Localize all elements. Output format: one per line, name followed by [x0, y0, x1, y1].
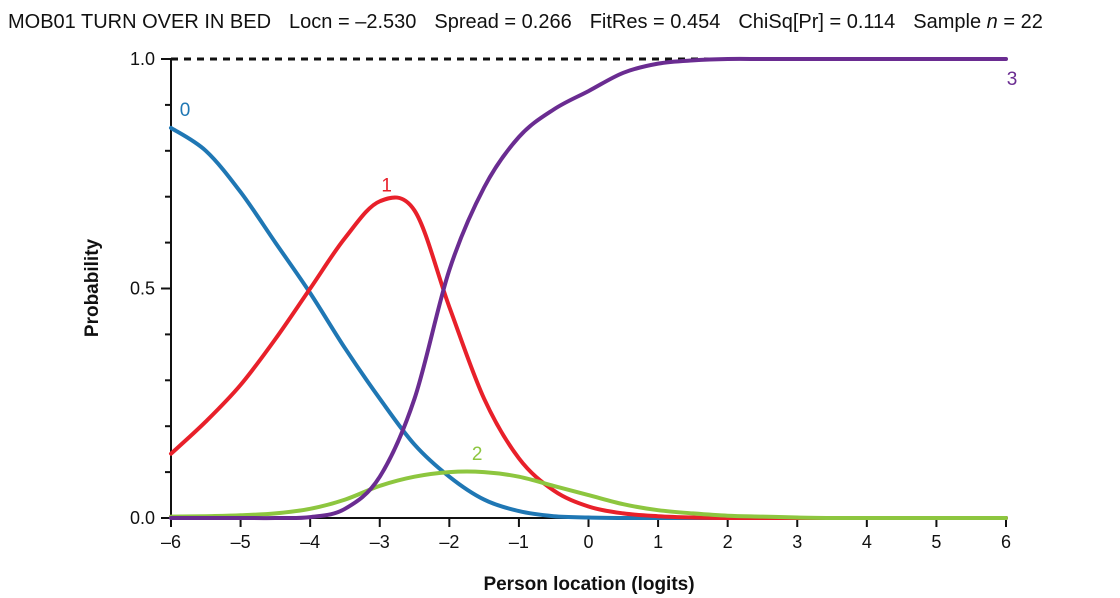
x-tick-label: 2: [723, 532, 733, 552]
x-tick-label: 6: [1001, 532, 1011, 552]
series-label-0: 0: [180, 100, 191, 121]
series-layer: [169, 56, 1008, 521]
x-tick-label: 5: [931, 532, 941, 552]
title-chisq: ChiSq[Pr] = 0.114: [738, 11, 895, 33]
title-sample-n: n: [987, 11, 998, 33]
title-sample-suffix: = 22: [998, 11, 1043, 33]
x-tick-label: 4: [862, 532, 872, 552]
title-locn: Locn = –2.530: [289, 11, 416, 33]
x-tick-label: 1: [653, 532, 663, 552]
x-tick-label: –4: [300, 532, 320, 552]
x-tick-label: –6: [161, 532, 181, 552]
y-axis-title: Probability: [82, 238, 103, 337]
series-curve-1: [169, 195, 1008, 521]
y-tick-label: 0.0: [130, 508, 155, 528]
axes-layer: –6 –5 –4 –3 –2 –1 0 1 2 3 4 5 6 0.0 0.5 1.0: [130, 49, 1011, 552]
x-tick-label: –2: [439, 532, 459, 552]
y-tick-label: 0.5: [130, 279, 155, 299]
x-tick-label: 3: [792, 532, 802, 552]
series-label-3: 3: [1007, 69, 1018, 90]
title-spread: Spread = 0.266: [434, 11, 571, 33]
series-curve-0: [169, 125, 1008, 521]
title-fitres: FitRes = 0.454: [590, 11, 721, 33]
title-item: MOB01 TURN OVER IN BED: [8, 11, 271, 33]
series-label-layer: 0 1 2 3: [180, 69, 1018, 465]
chart-title: MOB01 TURN OVER IN BED Locn = –2.530 Sprea…: [8, 11, 1043, 33]
series-label-2: 2: [472, 444, 483, 465]
x-tick-label: –3: [370, 532, 390, 552]
series-curve-2: [169, 469, 1008, 521]
x-tick-label: –5: [231, 532, 251, 552]
title-sample-prefix: Sample: [913, 11, 986, 33]
y-tick-label: 1.0: [130, 49, 155, 69]
x-tick-label: 0: [583, 532, 593, 552]
series-curve-3: [169, 56, 1008, 521]
x-tick-label: –1: [509, 532, 529, 552]
x-axis-title: Person location (logits): [483, 574, 694, 595]
series-label-1: 1: [381, 175, 392, 196]
